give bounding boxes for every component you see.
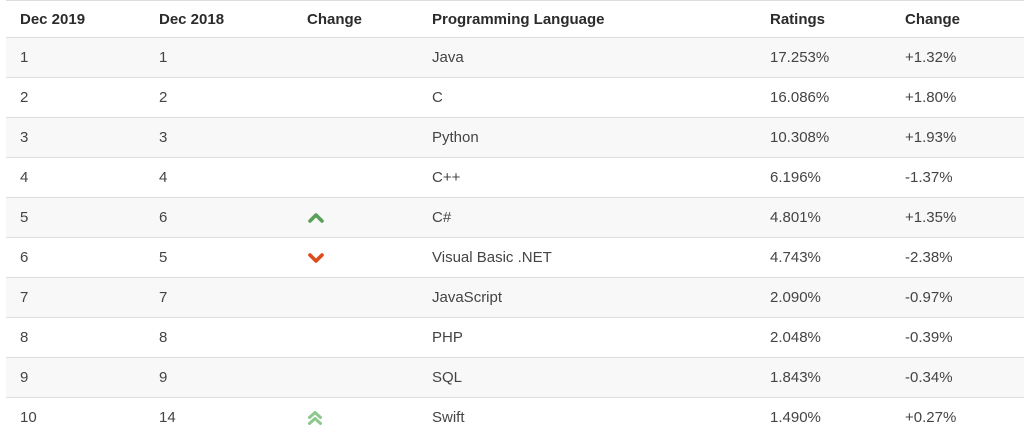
ratings-cell: 10.308%: [756, 117, 891, 158]
header-rank-change: Change: [293, 0, 418, 38]
header-rank-dec2018: Dec 2018: [145, 0, 293, 38]
rank-change-cell: [293, 237, 418, 278]
ratings-change-cell: -1.37%: [891, 157, 1024, 198]
table-row: 10 14 Swift 1.490% +0.27%: [6, 397, 1024, 436]
language-cell: SQL: [418, 357, 756, 398]
ratings-cell: 4.801%: [756, 197, 891, 238]
ratings-change-cell: +0.27%: [891, 397, 1024, 436]
ratings-cell: 2.048%: [756, 317, 891, 358]
tiobe-index-table: Dec 2019 Dec 2018 Change Programming Lan…: [6, 0, 1024, 436]
header-programming-language: Programming Language: [418, 0, 756, 38]
rank-dec2019-cell: 5: [6, 197, 145, 238]
language-cell: C#: [418, 197, 756, 238]
rank-dec2018-cell: 5: [145, 237, 293, 278]
table-row: 9 9 SQL 1.843% -0.34%: [6, 357, 1024, 398]
ratings-change-cell: +1.93%: [891, 117, 1024, 158]
rank-dec2018-cell: 1: [145, 37, 293, 78]
ratings-cell: 2.090%: [756, 277, 891, 318]
header-rank-dec2019: Dec 2019: [6, 0, 145, 38]
language-cell: JavaScript: [418, 277, 756, 318]
language-cell: Swift: [418, 397, 756, 436]
rank-dec2019-cell: 7: [6, 277, 145, 318]
rank-change-cell: [293, 37, 418, 78]
language-cell: C++: [418, 157, 756, 198]
rank-dec2018-cell: 6: [145, 197, 293, 238]
language-cell: PHP: [418, 317, 756, 358]
double-up-arrow-icon: [307, 410, 323, 426]
rank-dec2018-cell: 3: [145, 117, 293, 158]
rank-dec2019-cell: 6: [6, 237, 145, 278]
rank-dec2019-cell: 8: [6, 317, 145, 358]
rank-change-cell: [293, 197, 418, 238]
rank-change-cell: [293, 357, 418, 398]
language-cell: Visual Basic .NET: [418, 237, 756, 278]
language-cell: Java: [418, 37, 756, 78]
rank-change-cell: [293, 317, 418, 358]
rank-dec2018-cell: 4: [145, 157, 293, 198]
ratings-cell: 1.843%: [756, 357, 891, 398]
table-row: 1 1 Java 17.253% +1.32%: [6, 37, 1024, 78]
rank-dec2019-cell: 1: [6, 37, 145, 78]
header-row: Dec 2019 Dec 2018 Change Programming Lan…: [6, 0, 1024, 38]
up-arrow-icon: [307, 212, 325, 224]
table-body: 1 1 Java 17.253% +1.32% 2 2: [6, 37, 1024, 436]
header-ratings: Ratings: [756, 0, 891, 38]
ratings-change-cell: -0.97%: [891, 277, 1024, 318]
rank-change-cell: [293, 277, 418, 318]
table-row: 5 6 C# 4.801% +1.35%: [6, 197, 1024, 238]
table-row: 6 5 Visual Basic .NET 4.743% -2.38%: [6, 237, 1024, 278]
language-ranking-table-container: Dec 2019 Dec 2018 Change Programming Lan…: [6, 0, 1024, 436]
table-row: 8 8 PHP 2.048% -0.39%: [6, 317, 1024, 358]
table-header: Dec 2019 Dec 2018 Change Programming Lan…: [6, 0, 1024, 38]
rank-dec2019-cell: 9: [6, 357, 145, 398]
ratings-cell: 17.253%: [756, 37, 891, 78]
ratings-change-cell: +1.32%: [891, 37, 1024, 78]
rank-dec2019-cell: 10: [6, 397, 145, 436]
ratings-cell: 4.743%: [756, 237, 891, 278]
language-cell: C: [418, 77, 756, 118]
ratings-change-cell: -0.39%: [891, 317, 1024, 358]
down-arrow-icon: [307, 252, 325, 264]
table-row: 3 3 Python 10.308% +1.93%: [6, 117, 1024, 158]
rank-dec2018-cell: 2: [145, 77, 293, 118]
rank-change-cell: [293, 77, 418, 118]
rank-dec2019-cell: 3: [6, 117, 145, 158]
table-row: 2 2 C 16.086% +1.80%: [6, 77, 1024, 118]
rank-dec2018-cell: 14: [145, 397, 293, 436]
ratings-change-cell: -0.34%: [891, 357, 1024, 398]
ratings-change-cell: +1.35%: [891, 197, 1024, 238]
ratings-cell: 16.086%: [756, 77, 891, 118]
language-cell: Python: [418, 117, 756, 158]
rank-change-cell: [293, 157, 418, 198]
ratings-change-cell: +1.80%: [891, 77, 1024, 118]
rank-dec2019-cell: 2: [6, 77, 145, 118]
header-ratings-change: Change: [891, 0, 1024, 38]
table-row: 7 7 JavaScript 2.090% -0.97%: [6, 277, 1024, 318]
rank-dec2018-cell: 7: [145, 277, 293, 318]
ratings-cell: 1.490%: [756, 397, 891, 436]
rank-dec2018-cell: 9: [145, 357, 293, 398]
rank-change-cell: [293, 397, 418, 436]
ratings-change-cell: -2.38%: [891, 237, 1024, 278]
rank-dec2018-cell: 8: [145, 317, 293, 358]
rank-dec2019-cell: 4: [6, 157, 145, 198]
rank-change-cell: [293, 117, 418, 158]
table-row: 4 4 C++ 6.196% -1.37%: [6, 157, 1024, 198]
ratings-cell: 6.196%: [756, 157, 891, 198]
